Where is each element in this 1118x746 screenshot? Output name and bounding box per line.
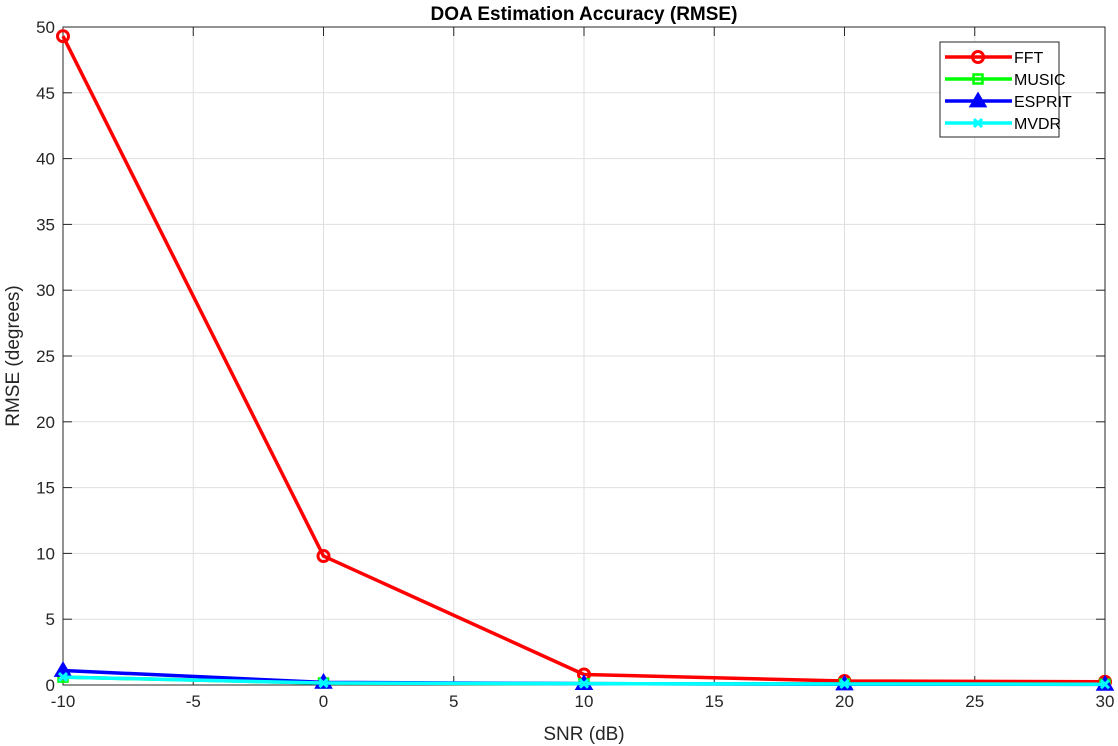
- legend-label: ESPRIT: [1014, 94, 1072, 111]
- chart-title: DOA Estimation Accuracy (RMSE): [431, 4, 738, 25]
- marker-circle: [971, 50, 985, 64]
- y-tick-label: 30: [36, 281, 55, 300]
- y-tick-label: 40: [36, 150, 55, 169]
- legend-item-music: MUSIC: [945, 72, 1066, 89]
- marker-square: [972, 73, 984, 85]
- x-tick-label: 20: [835, 692, 854, 711]
- marker-x: [1099, 679, 1111, 690]
- x-tick-label: 15: [705, 692, 724, 711]
- y-tick-label: 15: [36, 479, 55, 498]
- x-tick-label: -5: [186, 692, 201, 711]
- legend-label: MUSIC: [1014, 72, 1066, 89]
- y-tick-label: 5: [46, 610, 55, 629]
- y-tick-label: 25: [36, 347, 55, 366]
- legend-item-mvdr: MVDR: [945, 116, 1061, 133]
- y-tick-label: 20: [36, 413, 55, 432]
- y-tick-label: 0: [46, 676, 55, 695]
- y-axis-ticks: 0 5 10 15 20 25 30 35 40 45 50: [36, 18, 1105, 695]
- marker-circle: [56, 29, 70, 44]
- marker-x: [578, 678, 590, 689]
- x-tick-label: 0: [319, 692, 328, 711]
- legend: FFT MUSIC ESPRIT MVDR: [939, 41, 1072, 138]
- marker-triangle: [968, 91, 988, 108]
- x-tick-label: 10: [575, 692, 594, 711]
- x-tick-label: -10: [51, 692, 76, 711]
- marker-circle: [316, 549, 331, 564]
- marker-x: [972, 117, 984, 129]
- marker-x: [839, 678, 850, 690]
- marker-x: [318, 677, 329, 689]
- series-mvdr: [57, 672, 1111, 690]
- legend-item-fft: FFT: [945, 50, 1044, 67]
- legend-item-esprit: ESPRIT: [945, 91, 1072, 111]
- x-tick-label: 25: [965, 692, 984, 711]
- series-layer: [53, 29, 1115, 691]
- marker-x: [57, 672, 69, 683]
- y-axis-label: RMSE (degrees): [3, 285, 24, 427]
- y-tick-label: 10: [36, 544, 55, 563]
- x-axis-label: SNR (dB): [543, 724, 624, 745]
- x-tick-label: 5: [449, 692, 458, 711]
- y-tick-label: 50: [36, 18, 55, 37]
- legend-label: FFT: [1014, 50, 1044, 67]
- y-tick-label: 45: [36, 84, 55, 103]
- x-tick-label: 30: [1096, 692, 1115, 711]
- legend-label: MVDR: [1014, 116, 1061, 133]
- x-axis-ticks: -10 -5 0 5 10 15 20 25 30: [51, 27, 1115, 711]
- y-tick-label: 35: [36, 215, 55, 234]
